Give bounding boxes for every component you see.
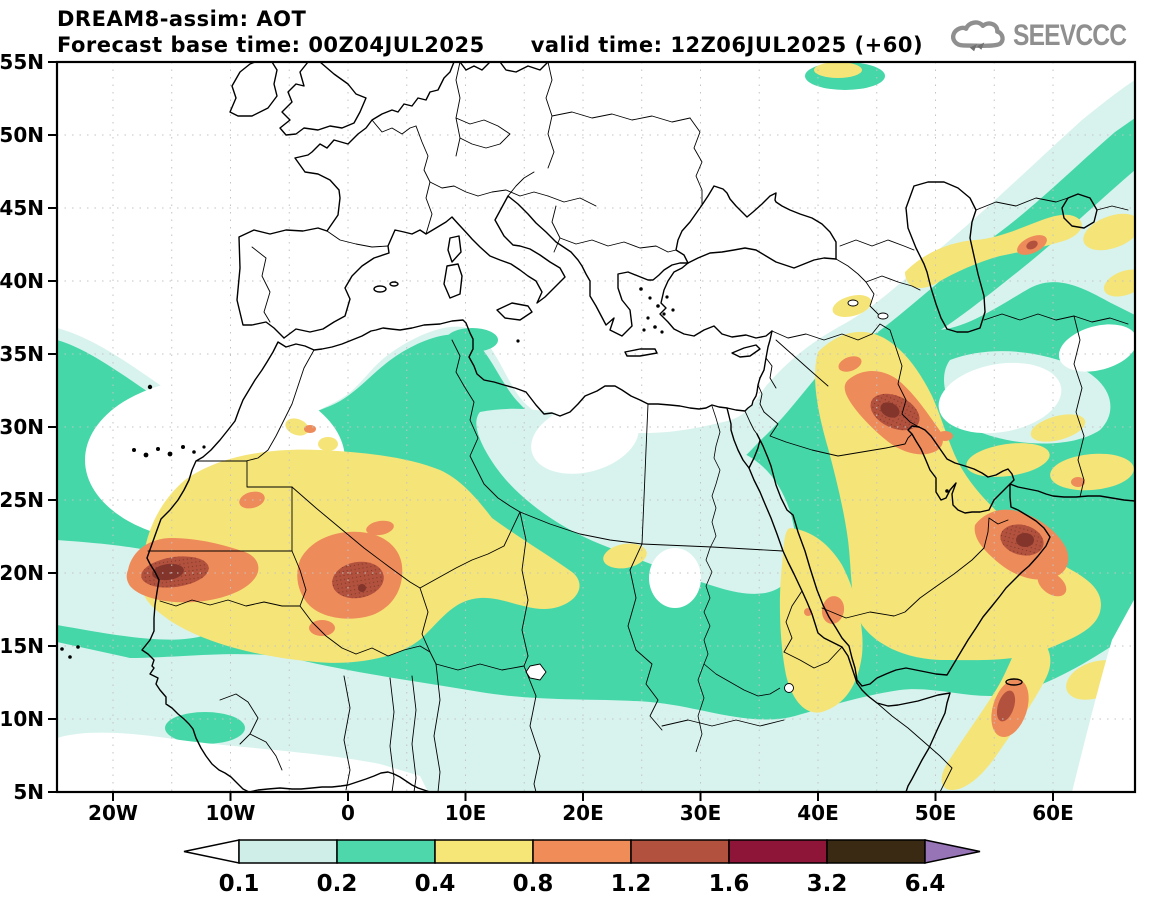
base-time-text: Forecast base time: 00Z04JUL2025 [57,33,485,57]
country-borders [147,62,1129,792]
map-fill-layers [57,62,1135,792]
colorbar-arrow-left [183,839,240,864]
lon-tick-label: 20E [562,801,604,825]
lat-tick-label: 30N [0,415,44,439]
lat-tick-label: 55N [0,50,44,74]
logo-text: SEEVCCC [1012,19,1127,52]
lat-tick-label: 5N [13,780,44,804]
coastlines [141,62,1135,792]
lat-tick-label: 15N [0,634,44,658]
colorbar-arrow-right [924,839,981,864]
seevccc-cloud-icon [951,20,1005,52]
lat-tick-label: 40N [0,269,44,293]
colorbar-segment [826,839,926,864]
colorbar-segment [532,839,632,864]
axis-ticks [48,61,1054,801]
colorbar-tick-label: 0.2 [317,871,358,897]
lat-tick-label: 20N [0,561,44,585]
lon-axis-labels: 20W 10W 0 10E 20E 30E 40E 50E 60E [88,801,1074,825]
lat-tick-label: 35N [0,342,44,366]
plot-subtitle: Forecast base time: 00Z04JUL2025 valid ti… [57,32,923,58]
small-islands [60,287,949,659]
lat-tick-label: 50N [0,123,44,147]
plot-title: DREAM8-assim: AOT [57,7,307,31]
lon-tick-label: 50E [915,801,957,825]
plot-titles: DREAM8-assim: AOT Forecast base time: 00… [57,6,923,58]
valid-time-text: valid time: 12Z06JUL2025 (+60) [530,33,924,57]
colorbar-tick-label: 6.4 [905,871,946,897]
colorbar-tick-label: 0.8 [513,871,554,897]
colorbar-segment [630,839,730,864]
lat-tick-label: 10N [0,707,44,731]
lat-axis-labels: 55N 50N 45N 40N 35N 30N 25N 20N 15N 10N 5N [0,50,44,804]
colorbar-segment [434,839,534,864]
lon-tick-label: 40E [797,801,839,825]
lon-tick-label: 10E [445,801,487,825]
lon-tick-label: 10W [206,801,256,825]
lon-tick-label: 60E [1032,801,1074,825]
lat-tick-label: 45N [0,196,44,220]
colorbar-tick-label: 1.6 [709,871,750,897]
lon-tick-label: 20W [88,801,138,825]
colorbar-tick-label: 0.1 [219,871,260,897]
colorbar-segment [728,839,828,864]
colorbar-tick-label: 1.2 [611,871,652,897]
seevccc-logo: SEEVCCC [948,16,1151,56]
colorbar-svg: 0.1 0.2 0.4 0.8 1.2 1.6 3.2 6.4 [183,839,981,897]
lat-tick-label: 25N [0,488,44,512]
colorbar: 0.1 0.2 0.4 0.8 1.2 1.6 3.2 6.4 [182,836,984,905]
lon-tick-label: 0 [341,801,355,825]
colorbar-segment [336,839,436,864]
colorbar-segment [238,839,338,864]
colorbar-tick-label: 0.4 [415,871,456,897]
colorbar-tick-label: 3.2 [807,871,848,897]
lon-tick-label: 30E [680,801,722,825]
